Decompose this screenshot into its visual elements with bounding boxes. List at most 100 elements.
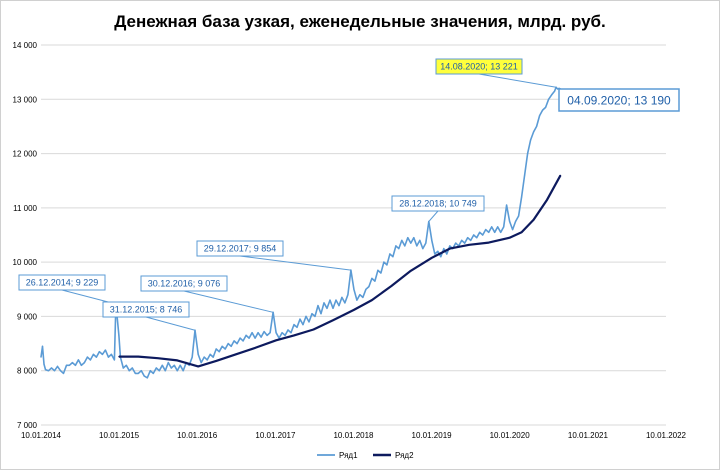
data-point <box>548 98 550 100</box>
x-tick-label: 10.01.2017 <box>255 431 296 440</box>
data-point <box>98 351 100 353</box>
data-point <box>468 244 470 246</box>
legend: Ряд1 Ряд2 <box>317 451 414 460</box>
data-point <box>236 343 238 345</box>
data-point <box>473 234 475 236</box>
data-point <box>158 370 160 372</box>
annotation-callout: 28.12.2018; 10 749 <box>391 195 485 222</box>
data-point <box>521 196 523 198</box>
data-point <box>431 239 433 241</box>
data-point <box>68 364 70 366</box>
data-point <box>110 353 112 355</box>
data-point <box>479 231 481 233</box>
callout-box <box>196 240 284 257</box>
data-point <box>56 365 59 367</box>
legend-label: Ряд2 <box>395 451 414 460</box>
callout-box <box>435 58 523 75</box>
data-point <box>53 370 56 372</box>
y-tick-label: 10 000 <box>13 258 38 267</box>
data-point <box>323 302 325 304</box>
data-point <box>449 248 451 250</box>
callout-box <box>391 195 485 212</box>
data-point <box>368 286 370 288</box>
data-point <box>320 313 322 315</box>
data-point <box>62 372 65 374</box>
data-point <box>533 131 535 133</box>
data-point <box>281 332 283 334</box>
callout-label: 26.12.2014; 9 229 <box>26 278 99 288</box>
callout-label: 14.08.2020; 13 221 <box>440 62 518 72</box>
data-point <box>47 370 50 372</box>
data-point <box>545 106 547 108</box>
callout-box <box>102 301 190 318</box>
data-point <box>227 343 229 345</box>
data-point <box>233 340 235 342</box>
data-point <box>209 353 211 355</box>
data-point <box>203 356 205 358</box>
data-point <box>377 269 379 271</box>
annotation-callout: 04.09.2020; 13 190 <box>558 88 680 112</box>
data-point <box>413 237 415 239</box>
y-tick-label: 12 000 <box>13 150 38 159</box>
data-point <box>266 334 268 336</box>
data-point <box>215 348 217 350</box>
data-point <box>152 372 154 374</box>
data-point <box>167 362 169 364</box>
annotation-layer: 26.12.2014; 9 229 31.12.2015; 8 746 30.12.… <box>18 58 680 331</box>
data-point <box>383 261 385 263</box>
data-point <box>395 245 397 247</box>
callout-box <box>558 88 680 112</box>
data-point <box>170 367 172 369</box>
data-point <box>503 226 505 228</box>
data-point <box>118 334 120 336</box>
data-point <box>44 369 47 371</box>
y-tick-label: 9 000 <box>17 312 38 321</box>
x-tick-label: 10.01.2021 <box>568 431 609 440</box>
data-point <box>506 204 508 206</box>
x-tick-label: 10.01.2020 <box>490 431 531 440</box>
data-point <box>212 356 214 358</box>
data-point <box>488 242 490 244</box>
data-point <box>437 250 439 252</box>
data-point <box>254 347 256 349</box>
data-point <box>524 174 526 176</box>
data-point <box>554 90 556 92</box>
data-point <box>443 248 445 250</box>
data-point <box>113 359 115 361</box>
data-point <box>359 294 361 296</box>
callout-box <box>18 274 106 291</box>
data-point <box>509 220 511 222</box>
data-point <box>224 348 226 350</box>
data-point <box>416 245 418 247</box>
legend-entry: Ряд1 <box>317 451 358 460</box>
data-point <box>407 237 409 239</box>
data-point <box>546 199 548 201</box>
data-point <box>149 370 151 372</box>
data-point <box>356 299 358 301</box>
data-point <box>425 242 427 244</box>
annotation-callout: 30.12.2016; 9 076 <box>140 275 274 313</box>
data-point <box>218 351 220 353</box>
data-point <box>293 324 295 326</box>
legend-label: Ряд1 <box>339 451 358 460</box>
data-point <box>260 336 262 338</box>
callout-leader-line <box>145 316 196 331</box>
data-point <box>470 239 472 241</box>
data-point <box>559 174 562 176</box>
data-point <box>251 332 253 334</box>
data-point <box>308 321 310 323</box>
data-point <box>242 340 244 342</box>
x-tick-label: 10.01.2018 <box>333 431 374 440</box>
data-point <box>488 231 490 233</box>
data-point <box>326 307 328 309</box>
data-point <box>71 362 73 364</box>
data-point <box>41 345 44 347</box>
data-point <box>314 315 316 317</box>
data-point <box>235 353 237 355</box>
data-point <box>371 277 373 279</box>
data-point <box>118 356 120 358</box>
data-point <box>197 353 199 355</box>
data-point <box>461 239 463 241</box>
data-point <box>347 294 349 296</box>
data-point <box>275 332 277 334</box>
